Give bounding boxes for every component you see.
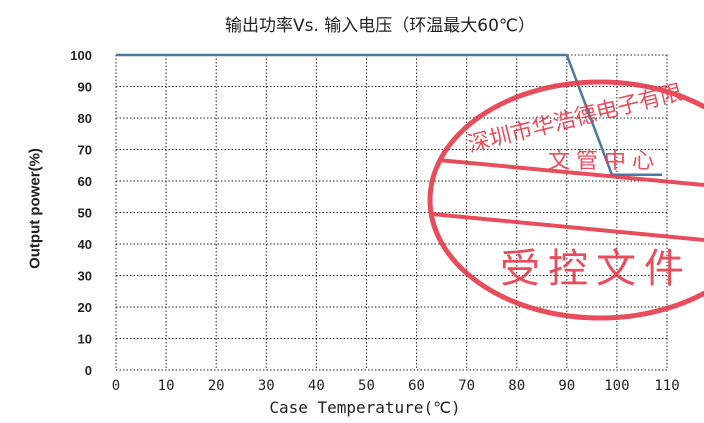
stamp-line-3: 受控文件 [500,246,692,292]
y-tick-label: 80 [78,111,92,126]
y-tick-label: 50 [78,206,92,221]
stamp-line-1: 深圳市华浩德电子有限 [465,80,685,157]
y-tick-label: 100 [70,48,92,63]
chart-title: 输出功率Vs. 输入电压（环温最大60℃） [224,16,536,36]
x-ticks: 0 10 20 30 40 50 60 70 80 90 100 110 [112,378,680,394]
y-tick-label: 90 [78,80,92,95]
x-tick-label: 80 [508,378,525,394]
x-tick-label: 20 [208,378,225,394]
y-tick-label: 60 [78,174,92,189]
x-tick-label: 100 [604,378,629,394]
y-tick-label: 70 [78,143,92,158]
x-tick-label: 10 [158,378,175,394]
stamp-line-2: 文管中心 [548,149,660,174]
x-tick-label: 30 [258,378,275,394]
y-tick-label: 0 [85,363,92,378]
series-layer [116,53,662,176]
x-tick-label: 110 [654,378,679,394]
series-line [116,53,662,176]
x-tick-label: 0 [112,378,120,394]
x-tick-label: 60 [408,378,425,394]
y-tick-label: 20 [78,300,92,315]
x-axis-label: Case Temperature(℃) [269,398,461,417]
x-tick-label: 40 [308,378,325,394]
y-tick-label: 30 [78,269,92,284]
x-tick-label: 90 [558,378,575,394]
y-tick-label: 40 [78,237,92,252]
x-tick-label: 50 [358,378,375,394]
grid [115,54,668,371]
y-tick-label: 10 [78,332,92,347]
x-tick-label: 70 [458,378,475,394]
y-ticks: 0 10 20 30 40 50 60 70 80 90 100 [70,48,92,378]
